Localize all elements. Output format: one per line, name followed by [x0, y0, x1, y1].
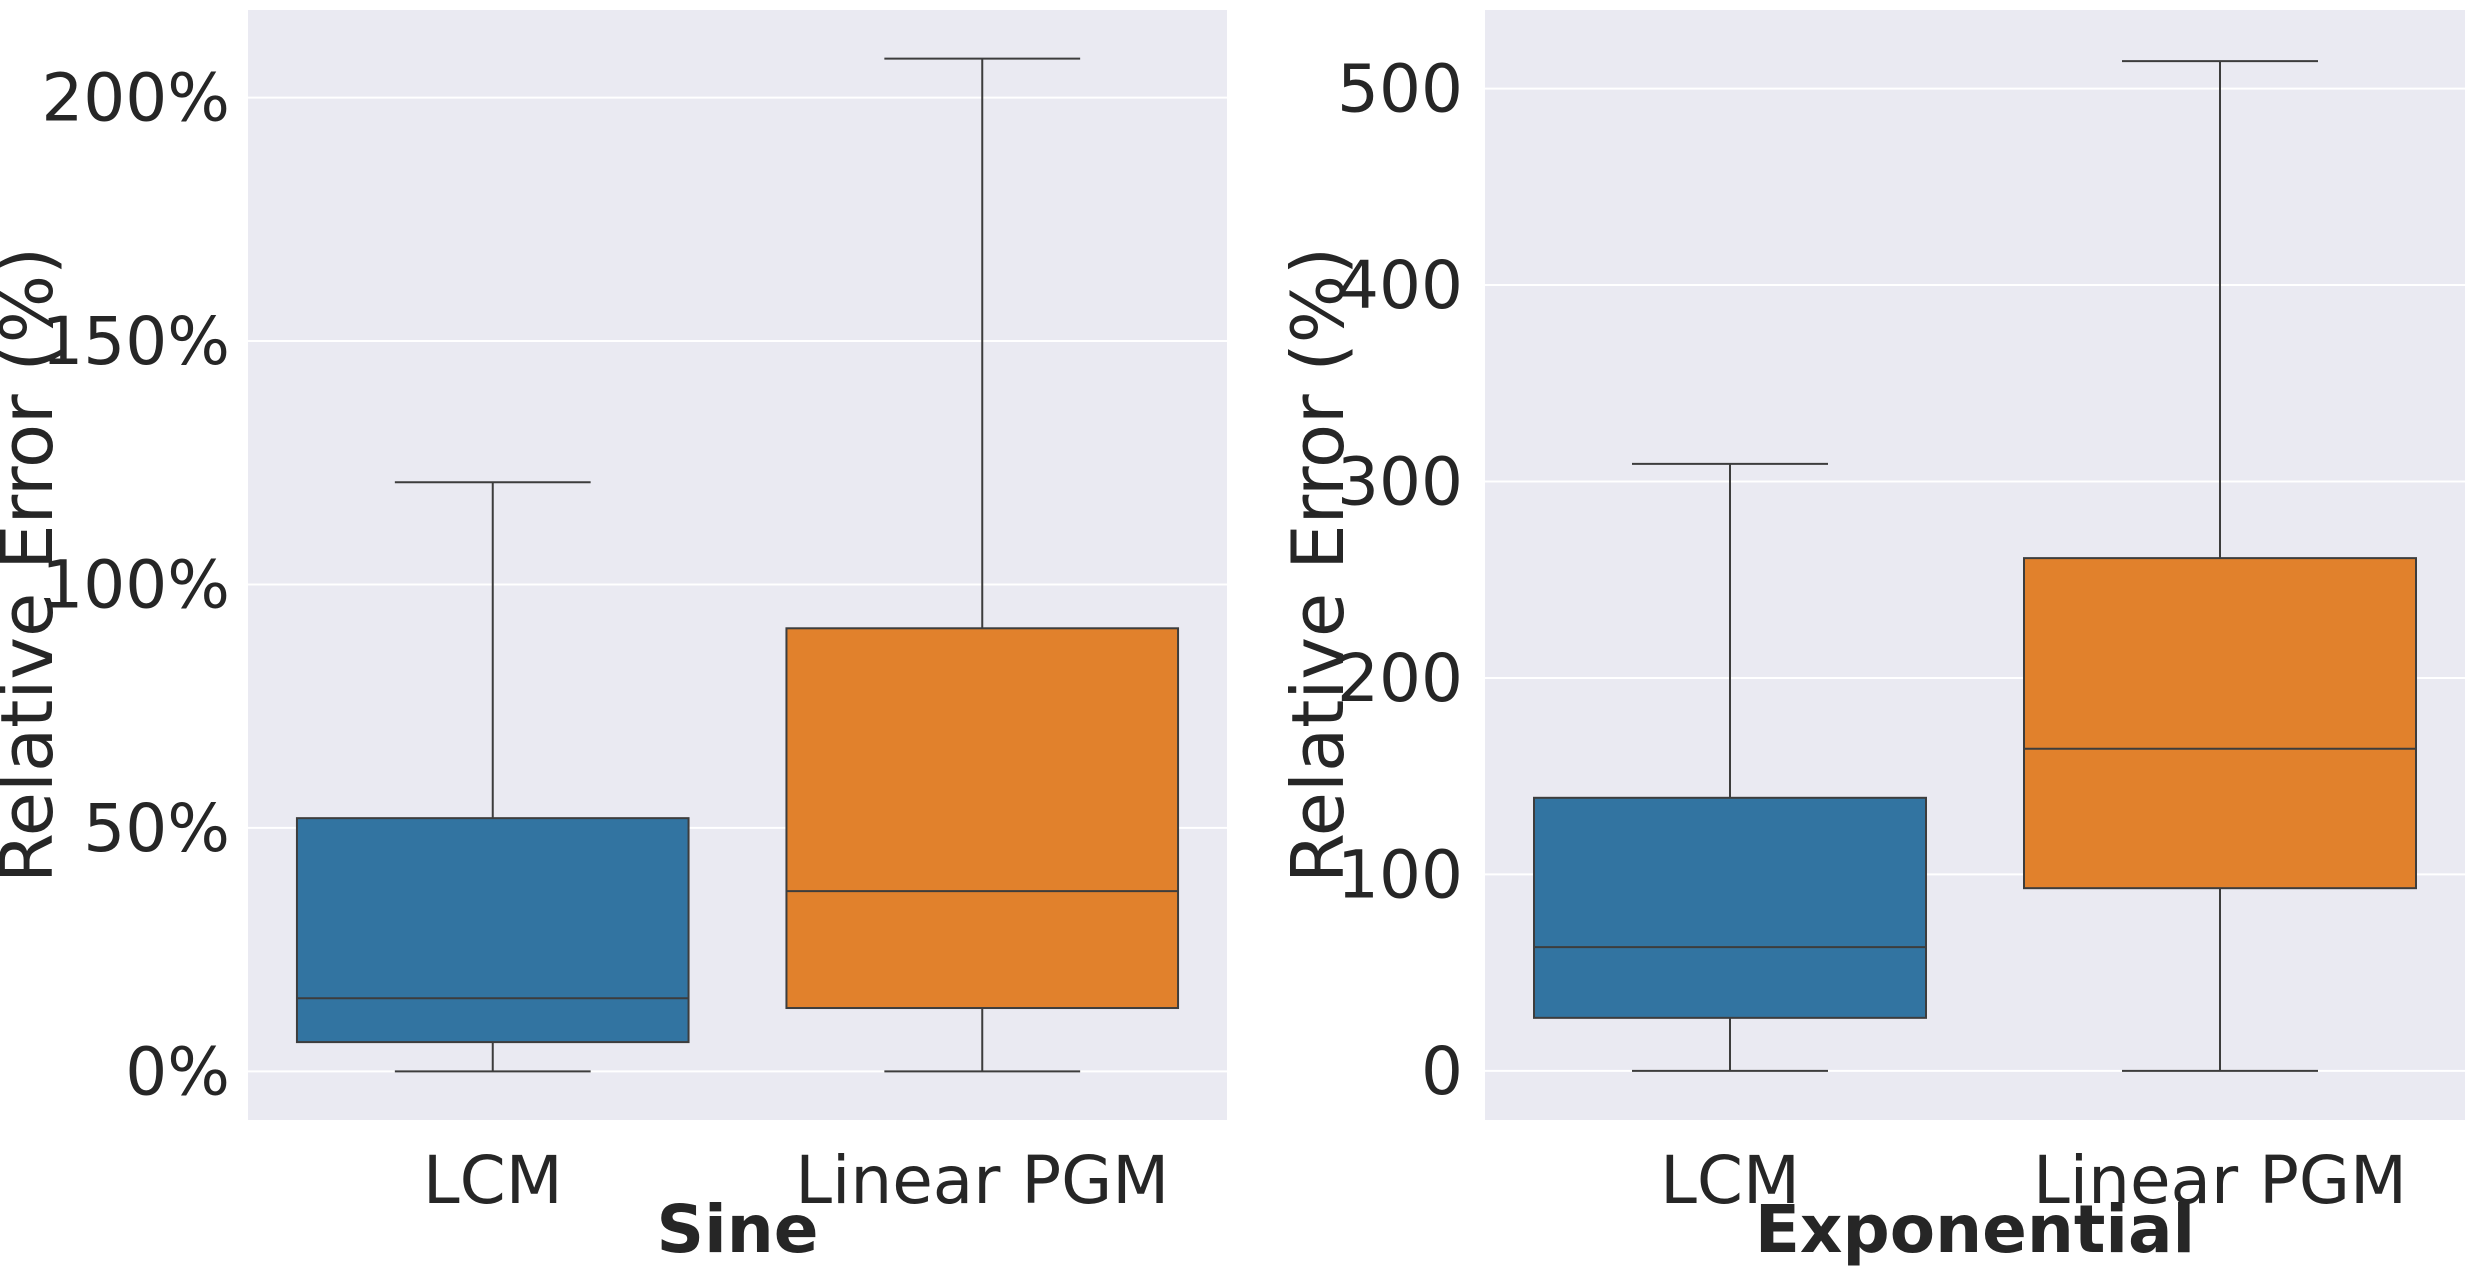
x-tick-label: Linear PGM [2033, 1142, 2407, 1219]
chart-panel-2: 0 100 200 300 400 500 LCM Linear PGM Relative Er… [1276, 10, 2465, 1268]
x-axis-label: Sine [657, 1191, 819, 1268]
y-axis-label: Relative Error (%) [1276, 247, 1360, 883]
x-axis-label: Exponential [1755, 1191, 2195, 1268]
box-lcm [1533, 462, 1927, 1072]
y-tick-label: 100 [1337, 836, 1463, 913]
y-tick-label: 100% [41, 546, 230, 623]
x-tick-label: LCM [1660, 1142, 1800, 1219]
y-tick-label: 300 [1337, 444, 1463, 521]
y-tick-label: 200% [41, 60, 230, 137]
box-body [1533, 796, 1927, 1019]
y-tick-label: 500 [1337, 51, 1463, 128]
box-body [785, 627, 1180, 1010]
chart-panel-1: 0% 50% 100% 150% 200% LCM Linear PGM Relative E… [0, 10, 1227, 1268]
y-axis-label: Relative Error (%) [0, 247, 69, 883]
y-tick-label: 200 [1337, 640, 1463, 717]
box-lcm [295, 481, 690, 1073]
x-tick-label: LCM [423, 1142, 563, 1219]
box-body [2023, 557, 2417, 890]
box-linear-pgm [785, 57, 1180, 1073]
y-tick-label: 150% [41, 303, 230, 380]
box-linear-pgm [2023, 60, 2417, 1072]
box-body [295, 817, 690, 1044]
y-tick-label: 400 [1337, 247, 1463, 324]
x-tick-label: Linear PGM [795, 1142, 1169, 1219]
y-tick-label: 50% [83, 790, 230, 867]
y-tick-label: 0 [1421, 1033, 1463, 1110]
y-tick-label: 0% [125, 1033, 230, 1110]
